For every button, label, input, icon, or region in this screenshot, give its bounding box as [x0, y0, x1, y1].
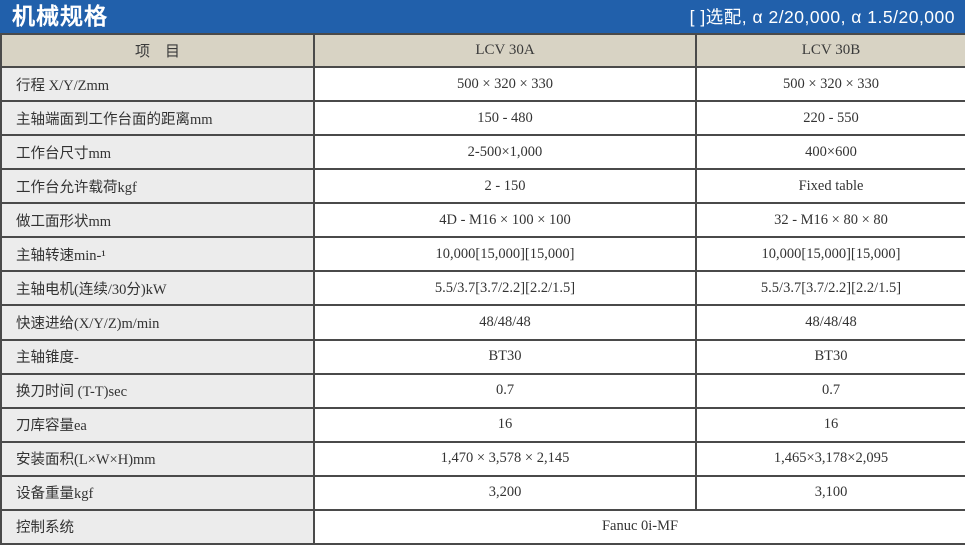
cell-value-lcv30b: 500 × 320 × 330	[695, 65, 965, 103]
row-label: 行程 X/Y/Zmm	[0, 65, 315, 103]
cell-value-lcv30b: 16	[695, 406, 965, 443]
table-row: 换刀时间 (T-T)sec 0.7 0.7	[0, 372, 965, 409]
cell-value-lcv30b: BT30	[695, 338, 965, 375]
spec-table: 项 目 LCV 30A LCV 30B 行程 X/Y/Zmm 500 × 320 …	[0, 33, 965, 545]
row-label: 主轴电机(连续/30分)kW	[0, 270, 315, 307]
cell-value-lcv30a: 16	[313, 406, 697, 443]
table-row: 主轴电机(连续/30分)kW 5.5/3.7[3.7/2.2][2.2/1.5] 5…	[0, 270, 965, 307]
table-row: 刀库容量ea 16 16	[0, 406, 965, 443]
row-label: 做工面形状mm	[0, 202, 315, 239]
row-label: 工作台允许载荷kgf	[0, 168, 315, 205]
row-label: 设备重量kgf	[0, 474, 315, 511]
cell-value-lcv30b: 10,000[15,000][15,000]	[695, 236, 965, 273]
title-bar: 机械规格 [ ]选配, α 2/20,000, α 1.5/20,000	[0, 0, 965, 33]
table-row: 主轴锥度- BT30 BT30	[0, 338, 965, 375]
row-label: 快速进给(X/Y/Z)m/min	[0, 304, 315, 341]
table-row: 主轴转速min-¹ 10,000[15,000][15,000] 10,000[15…	[0, 236, 965, 273]
cell-value-lcv30b: 1,465×3,178×2,095	[695, 440, 965, 477]
row-label: 工作台尺寸mm	[0, 134, 315, 171]
cell-control-system: Fanuc 0i-MF	[313, 508, 965, 545]
column-header-item: 项 目	[0, 33, 315, 68]
row-label: 主轴锥度-	[0, 338, 315, 375]
table-row: 快速进给(X/Y/Z)m/min 48/48/48 48/48/48	[0, 304, 965, 341]
cell-value-lcv30a: 3,200	[313, 474, 697, 511]
cell-value-lcv30b: 3,100	[695, 474, 965, 511]
cell-value-lcv30b: 400×600	[695, 134, 965, 171]
table-row: 设备重量kgf 3,200 3,100	[0, 474, 965, 511]
cell-value-lcv30b: 0.7	[695, 372, 965, 409]
page-title: 机械规格	[12, 3, 108, 29]
cell-value-lcv30a: 2-500×1,000	[313, 134, 697, 171]
cell-value-lcv30a: 0.7	[313, 372, 697, 409]
row-label: 刀库容量ea	[0, 406, 315, 443]
cell-value-lcv30b: 5.5/3.7[3.7/2.2][2.2/1.5]	[695, 270, 965, 307]
row-label: 安装面积(L×W×H)mm	[0, 440, 315, 477]
row-label: 主轴端面到工作台面的距离mm	[0, 100, 315, 137]
table-row: 主轴端面到工作台面的距离mm 150 - 480 220 - 550	[0, 100, 965, 137]
cell-value-lcv30a: BT30	[313, 338, 697, 375]
cell-value-lcv30a: 2 - 150	[313, 168, 697, 205]
table-row: 工作台允许载荷kgf 2 - 150 Fixed table	[0, 168, 965, 205]
row-label: 主轴转速min-¹	[0, 236, 315, 273]
row-label: 换刀时间 (T-T)sec	[0, 372, 315, 409]
cell-value-lcv30a: 1,470 × 3,578 × 2,145	[313, 440, 697, 477]
table-row: 安装面积(L×W×H)mm 1,470 × 3,578 × 2,145 1,465×…	[0, 440, 965, 477]
cell-value-lcv30b: 32 - M16 × 80 × 80	[695, 202, 965, 239]
cell-value-lcv30b: 220 - 550	[695, 100, 965, 137]
cell-value-lcv30a: 10,000[15,000][15,000]	[313, 236, 697, 273]
row-label: 控制系统	[0, 508, 315, 545]
table-header-row: 项 目 LCV 30A LCV 30B	[0, 33, 965, 68]
cell-value-lcv30a: 5.5/3.7[3.7/2.2][2.2/1.5]	[313, 270, 697, 307]
cell-value-lcv30b: Fixed table	[695, 168, 965, 205]
cell-value-lcv30a: 4D - M16 × 100 × 100	[313, 202, 697, 239]
table-footer-row: 控制系统 Fanuc 0i-MF	[0, 508, 965, 545]
table-row: 工作台尺寸mm 2-500×1,000 400×600	[0, 134, 965, 171]
table-row: 做工面形状mm 4D - M16 × 100 × 100 32 - M16 × 80…	[0, 202, 965, 239]
table-row: 行程 X/Y/Zmm 500 × 320 × 330 500 × 320 × 330	[0, 65, 965, 103]
options-note: [ ]选配, α 2/20,000, α 1.5/20,000	[689, 7, 955, 27]
column-header-lcv30b: LCV 30B	[695, 33, 965, 68]
cell-value-lcv30b: 48/48/48	[695, 304, 965, 341]
cell-value-lcv30a: 500 × 320 × 330	[313, 65, 697, 103]
cell-value-lcv30a: 48/48/48	[313, 304, 697, 341]
cell-value-lcv30a: 150 - 480	[313, 100, 697, 137]
column-header-lcv30a: LCV 30A	[313, 33, 697, 68]
